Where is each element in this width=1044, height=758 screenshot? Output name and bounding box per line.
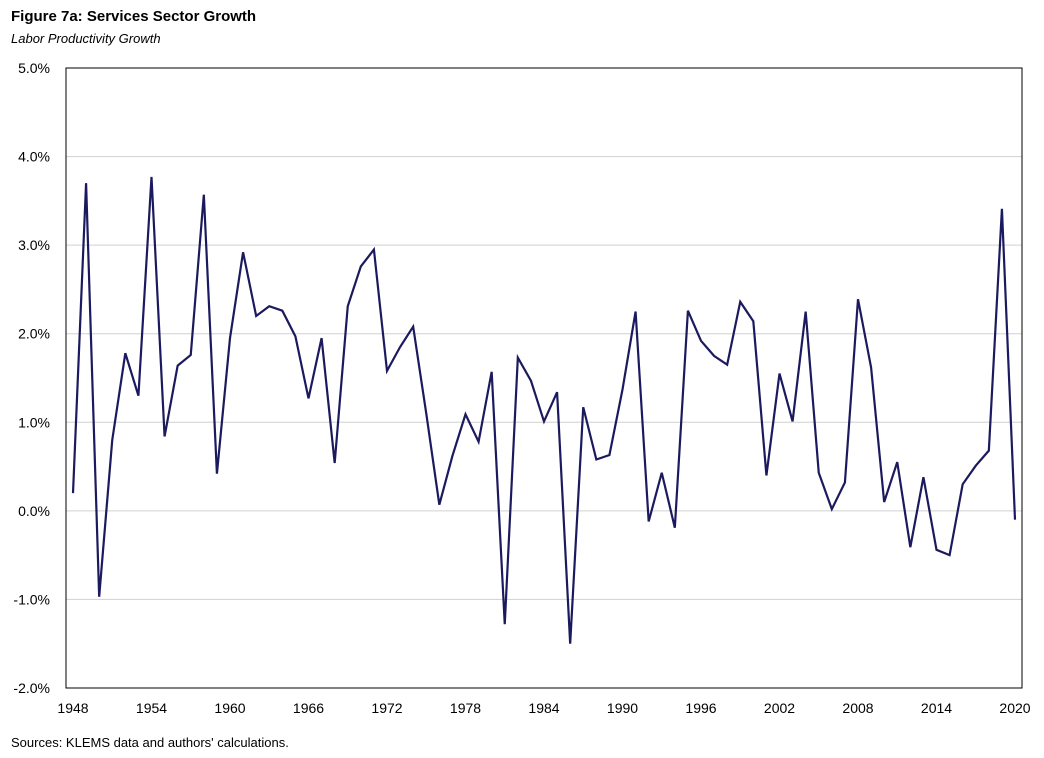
y-tick-label: 4.0% <box>18 149 50 165</box>
x-tick-label: 1984 <box>528 700 559 716</box>
y-tick-label: 0.0% <box>18 503 50 519</box>
x-tick-label: 2014 <box>921 700 952 716</box>
x-tick-label: 1990 <box>607 700 638 716</box>
chart-subtitle: Labor Productivity Growth <box>11 31 161 46</box>
x-tick-label: 1948 <box>57 700 88 716</box>
x-tick-label: 2008 <box>842 700 873 716</box>
x-axis-tick-labels: 1948 1954 1960 1966 1972 1978 1984 1990 1996 2002… <box>57 700 1030 716</box>
y-axis-tick-labels: 5.0% 4.0% 3.0% 2.0% 1.0% 0.0% -1.0% -2.0% <box>13 60 50 696</box>
x-tick-label: 1996 <box>685 700 716 716</box>
x-tick-label: 1954 <box>136 700 167 716</box>
x-tick-label: 1978 <box>450 700 481 716</box>
y-tick-label: 3.0% <box>18 237 50 253</box>
x-tick-label: 1960 <box>214 700 245 716</box>
chart-title: Figure 7a: Services Sector Growth <box>11 8 257 25</box>
grid-lines <box>66 156 1022 600</box>
plot-frame <box>65 67 1023 689</box>
source-note: Sources: KLEMS data and authors' calcula… <box>11 735 289 750</box>
y-tick-label: 5.0% <box>18 60 50 76</box>
series-line-labor-productivity <box>71 176 1017 644</box>
x-tick-label: 2020 <box>999 700 1030 716</box>
x-tick-label: 1972 <box>371 700 402 716</box>
x-tick-label: 1966 <box>293 700 324 716</box>
y-tick-label: -2.0% <box>13 680 50 696</box>
y-tick-label: 1.0% <box>18 414 50 430</box>
y-tick-label: 2.0% <box>18 326 50 342</box>
x-tick-label: 2002 <box>764 700 795 716</box>
y-tick-label: -1.0% <box>13 591 50 607</box>
